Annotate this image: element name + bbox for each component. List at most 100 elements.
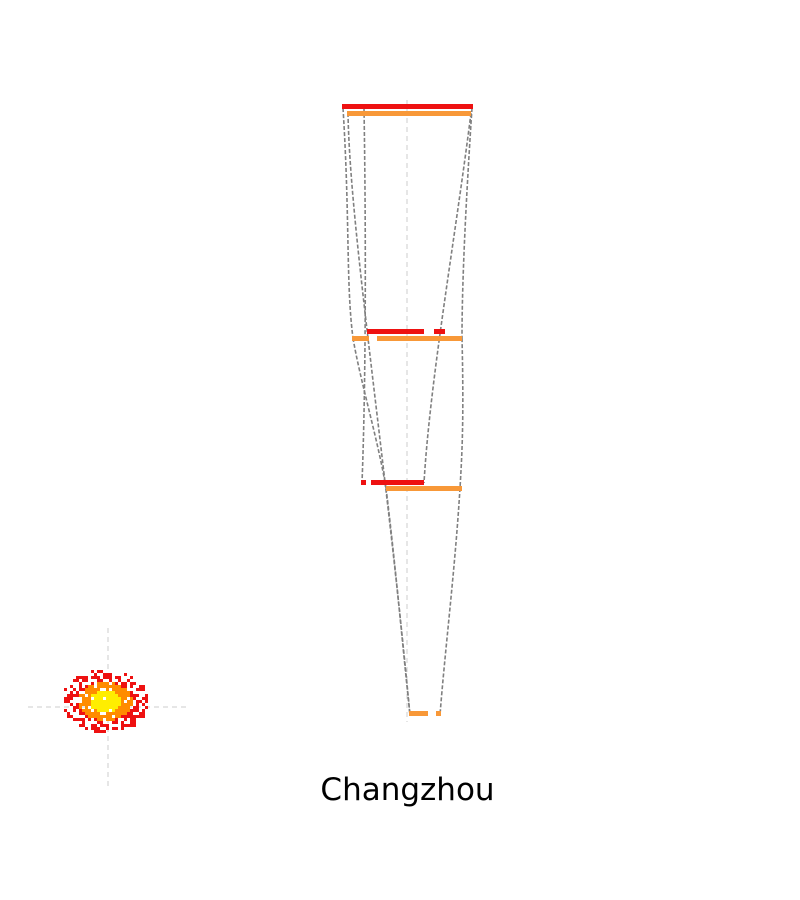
connector-outer-left xyxy=(342,107,354,339)
heat-blob-cell xyxy=(130,697,133,700)
heat-blob-cell xyxy=(142,703,145,706)
heat-blob-cell xyxy=(94,697,97,700)
heat-blob-cell xyxy=(100,706,103,709)
heat-blob-cell xyxy=(124,682,127,685)
heat-blob-cell xyxy=(115,703,118,706)
heat-blob-cell xyxy=(130,682,133,685)
heat-blob-cell xyxy=(124,718,127,721)
heat-blob-cell xyxy=(112,721,115,724)
heat-blob-cell xyxy=(94,706,97,709)
heat-blob-cell xyxy=(115,685,118,688)
heat-blob-cell xyxy=(97,691,100,694)
heat-blob-cell xyxy=(103,703,106,706)
heat-blob-cell xyxy=(139,715,142,718)
heat-blob-cell xyxy=(118,700,121,703)
heat-blob-cell xyxy=(64,697,67,700)
heat-blob-cell xyxy=(115,718,118,721)
heat-blob-cell xyxy=(130,676,133,679)
heat-blob-cell xyxy=(73,694,76,697)
heat-blob-cell xyxy=(124,703,127,706)
heat-blob-cell xyxy=(139,712,142,715)
heat-blob-cell xyxy=(100,718,103,721)
heat-blob-cell xyxy=(133,709,136,712)
heat-blob-cell xyxy=(88,700,91,703)
heat-blob-cell xyxy=(88,709,91,712)
heat-blob-cell xyxy=(106,673,109,676)
heat-blob-cell xyxy=(88,715,91,718)
heat-blob-cell xyxy=(118,703,121,706)
heat-blob-cell xyxy=(124,685,127,688)
heat-blob-cell xyxy=(79,724,82,727)
heat-blob-cell xyxy=(118,685,121,688)
level2-secondary-bar-a xyxy=(352,336,369,341)
heat-blob-cell xyxy=(94,703,97,706)
heat-blob-cell xyxy=(109,715,112,718)
heat-blob-cell xyxy=(85,679,88,682)
heat-blob-cell xyxy=(97,727,100,730)
heat-blob-cell xyxy=(112,703,115,706)
level2-primary-bar-a xyxy=(367,329,424,334)
heat-blob-cell xyxy=(133,682,136,685)
heat-blob-cell xyxy=(136,703,139,706)
heat-blob-cell xyxy=(142,697,145,700)
heat-blob-cell xyxy=(106,691,109,694)
heat-blob-cell xyxy=(91,691,94,694)
level3-secondary-bar xyxy=(386,486,462,491)
heat-blob-cell xyxy=(115,697,118,700)
heat-blob-cell xyxy=(103,694,106,697)
heat-blob-cell xyxy=(97,685,100,688)
connector-curves xyxy=(342,107,473,716)
heat-blob-cell xyxy=(67,697,70,700)
heat-blob-cell xyxy=(88,688,91,691)
heat-blob-cell xyxy=(88,718,91,721)
heat-blob-cell xyxy=(124,709,127,712)
heat-blob-cell xyxy=(133,718,136,721)
heat-blob-cell xyxy=(109,676,112,679)
heat-blob-cell xyxy=(97,715,100,718)
heat-blob-cell xyxy=(118,706,121,709)
heat-blob-cell xyxy=(97,697,100,700)
heat-blob-cell xyxy=(70,685,73,688)
heat-blob-cell xyxy=(115,721,118,724)
heat-blob-cell xyxy=(73,709,76,712)
heat-blob-cell xyxy=(70,703,73,706)
heat-blob-cell xyxy=(70,691,73,694)
heat-blob-cell xyxy=(97,703,100,706)
heat-blob-cell xyxy=(121,727,124,730)
heat-blob-cell xyxy=(103,715,106,718)
heat-blob-cell xyxy=(82,700,85,703)
heat-blob-cell xyxy=(85,703,88,706)
heat-blob-cell xyxy=(91,676,94,679)
heat-blob-cell xyxy=(91,685,94,688)
heat-blob-cell xyxy=(121,724,124,727)
heat-blob-cell xyxy=(82,703,85,706)
heat-blob-cell xyxy=(76,676,79,679)
heat-blob-cell xyxy=(112,709,115,712)
heat-blob-cell xyxy=(91,700,94,703)
heat-blob-cell xyxy=(109,703,112,706)
heat-blob-cell xyxy=(106,697,109,700)
heat-blob-cell xyxy=(94,700,97,703)
heat-blob-cell xyxy=(94,715,97,718)
heat-blob-cell xyxy=(118,691,121,694)
heat-blob-cell xyxy=(121,697,124,700)
heat-blob-cell xyxy=(106,700,109,703)
heat-blob-cell xyxy=(139,688,142,691)
heat-blob-cell xyxy=(130,685,133,688)
heat-blob-cell xyxy=(85,712,88,715)
level1-secondary-bar xyxy=(347,111,471,116)
heat-blob-cell xyxy=(103,730,106,733)
heat-blob-cell xyxy=(109,697,112,700)
heat-blob-cell xyxy=(109,712,112,715)
heat-blob-cell xyxy=(121,691,124,694)
heat-blob-cell xyxy=(73,718,76,721)
heat-blob-cell xyxy=(103,691,106,694)
heat-blob-cell xyxy=(94,718,97,721)
heat-blob-cell xyxy=(127,706,130,709)
heat-blob-cell xyxy=(121,712,124,715)
heat-blob-cell xyxy=(67,694,70,697)
heat-blob-cell xyxy=(118,697,121,700)
heat-blob-cell xyxy=(130,691,133,694)
heat-blob-cell xyxy=(97,730,100,733)
heat-blob-cell xyxy=(91,712,94,715)
